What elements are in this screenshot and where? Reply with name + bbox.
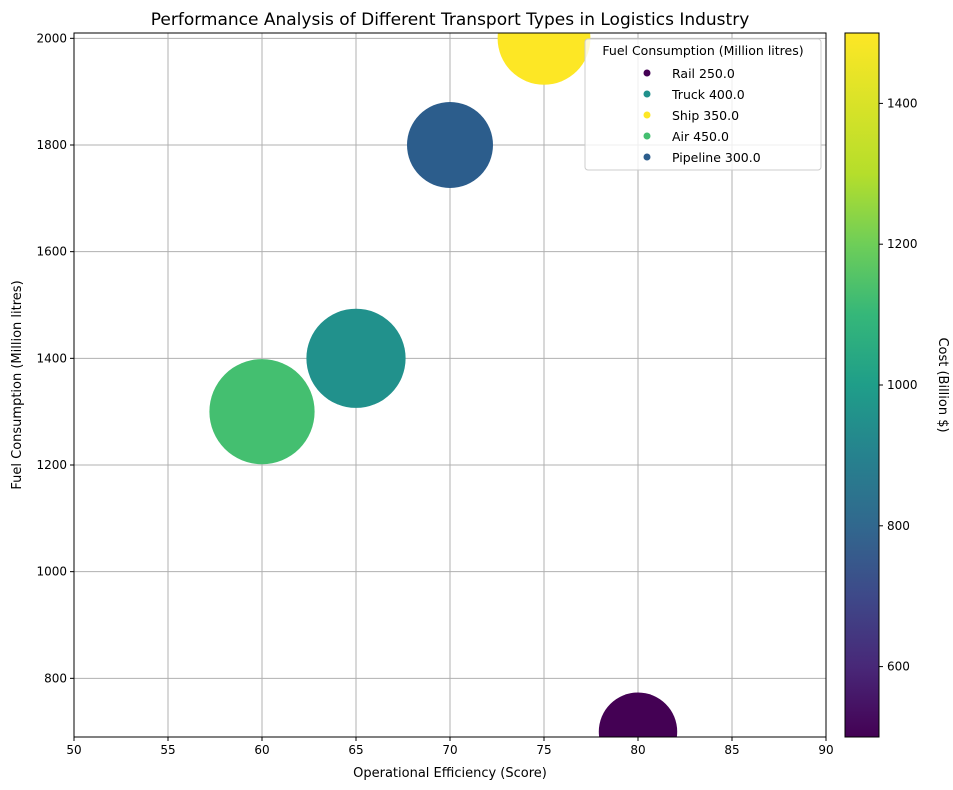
y-tick-label: 1400 — [36, 351, 67, 365]
chart-title: Performance Analysis of Different Transp… — [151, 10, 750, 30]
colorbar-tick-label: 600 — [887, 660, 910, 674]
data-point: Air 450.0 — [209, 359, 315, 465]
data-points: Rail 250.0 Truck 400.0 Ship 350.0 Air 450.0… — [209, 33, 678, 737]
y-tick-label: 1800 — [36, 138, 67, 152]
data-point: Rail 250.0 — [598, 692, 678, 737]
data-point: Pipeline 300.0 — [407, 102, 493, 188]
x-tick-label: 70 — [442, 743, 457, 757]
y-axis-ticks: 800 1000 1200 1400 1600 1800 2000 — [36, 31, 74, 685]
colorbar-gradient — [844, 32, 880, 738]
x-tick-label: 50 — [66, 743, 81, 757]
y-axis-label: Fuel Consumption (Million litres) — [10, 280, 25, 489]
colorbar-label: Cost (Billion $) — [935, 337, 950, 432]
legend-label: Truck 400.0 — [671, 87, 745, 102]
x-tick-label: 60 — [254, 743, 269, 757]
x-tick-label: 55 — [160, 743, 175, 757]
y-tick-label: 800 — [44, 671, 67, 685]
legend-label: Rail 250.0 — [672, 66, 735, 81]
x-tick-label: 90 — [818, 743, 833, 757]
x-tick-label: 80 — [630, 743, 645, 757]
legend-marker — [643, 111, 651, 119]
data-point: Truck 400.0 — [306, 308, 406, 408]
grid — [73, 33, 827, 737]
legend-marker — [643, 69, 651, 77]
y-tick-label: 1200 — [36, 458, 67, 472]
x-axis-ticks: 50 55 60 65 70 75 80 85 90 — [66, 737, 834, 757]
legend-marker — [643, 153, 651, 161]
x-axis-label: Operational Efficiency (Score) — [353, 766, 547, 781]
colorbar: 600 800 1000 1200 1400 Cost (Billion $) — [844, 32, 950, 738]
legend-label: Pipeline 300.0 — [672, 150, 761, 165]
legend-title: Fuel Consumption (Million litres) — [602, 43, 803, 58]
legend: Fuel Consumption (Million litres) Rail 2… — [584, 38, 822, 171]
data-point: Ship 350.0 — [497, 33, 591, 85]
colorbar-tick-label: 1200 — [887, 237, 918, 251]
legend-label: Ship 350.0 — [672, 108, 739, 123]
colorbar-tick-label: 800 — [887, 519, 910, 533]
x-tick-label: 75 — [536, 743, 551, 757]
legend-marker — [643, 132, 651, 140]
y-tick-label: 1600 — [36, 245, 67, 259]
y-tick-label: 2000 — [36, 31, 67, 45]
y-tick-label: 1000 — [36, 565, 67, 579]
colorbar-tick-label: 1400 — [887, 96, 918, 110]
colorbar-tick-label: 1000 — [887, 378, 918, 392]
x-tick-label: 65 — [348, 743, 363, 757]
legend-label: Air 450.0 — [672, 129, 729, 144]
x-tick-label: 85 — [724, 743, 739, 757]
legend-marker — [643, 90, 651, 98]
